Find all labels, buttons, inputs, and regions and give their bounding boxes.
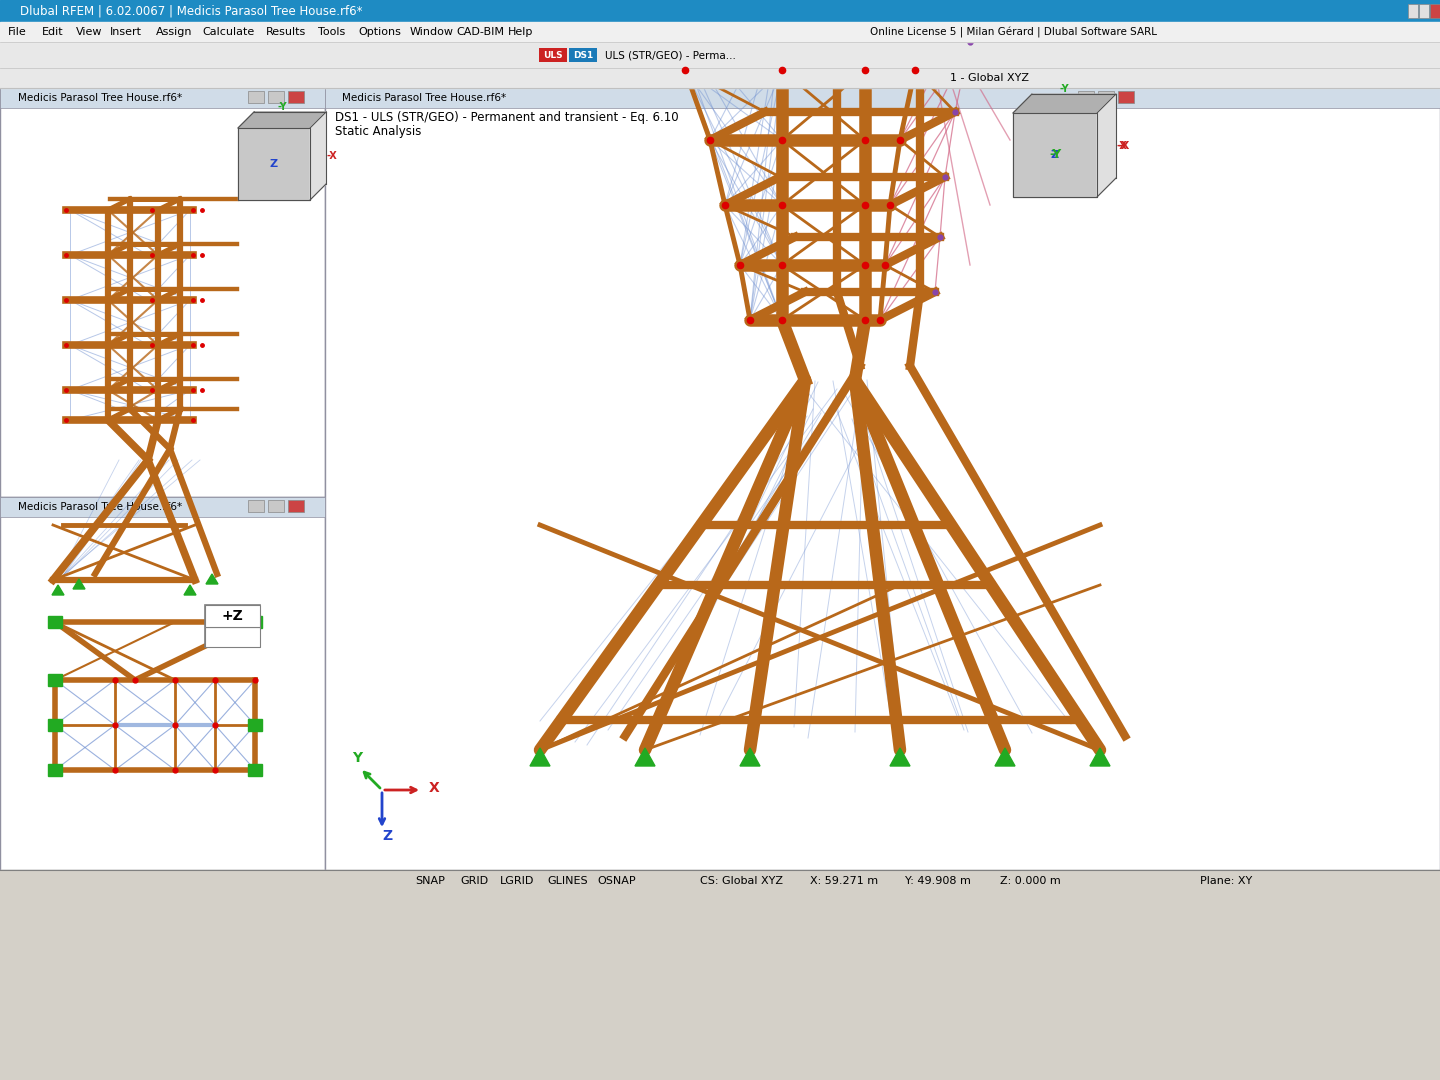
Bar: [204, 605, 261, 627]
Text: -X: -X: [1116, 141, 1128, 151]
Text: 1 - Global XYZ: 1 - Global XYZ: [950, 73, 1030, 83]
Text: LGRID: LGRID: [500, 876, 534, 886]
Polygon shape: [206, 573, 217, 584]
Polygon shape: [73, 579, 85, 589]
Bar: [48, 719, 62, 731]
Polygon shape: [310, 112, 327, 200]
Bar: [248, 500, 264, 512]
Text: CAD-BIM: CAD-BIM: [456, 27, 504, 37]
Text: ULS (STR/GEO) - Perma...: ULS (STR/GEO) - Perma...: [605, 50, 736, 60]
Bar: [325, 87, 1440, 870]
Bar: [248, 719, 262, 731]
Bar: [0, 0, 1440, 22]
Text: +Z: +Z: [222, 609, 243, 623]
Text: Window: Window: [410, 27, 454, 37]
Bar: [569, 48, 598, 62]
Text: Help: Help: [508, 27, 533, 37]
Text: View: View: [76, 27, 102, 37]
Text: -Y: -Y: [276, 102, 287, 112]
Bar: [0, 22, 1440, 42]
Bar: [204, 627, 261, 647]
Text: File: File: [9, 27, 27, 37]
Text: GRID: GRID: [459, 876, 488, 886]
Polygon shape: [995, 748, 1015, 766]
Bar: [48, 764, 62, 777]
Bar: [1418, 4, 1428, 18]
Bar: [0, 42, 1440, 68]
Text: Online License 5 | Milan Gérard | Dlubal Software SARL: Online License 5 | Milan Gérard | Dlubal…: [870, 27, 1156, 38]
Polygon shape: [52, 585, 63, 595]
Text: Assign: Assign: [156, 27, 193, 37]
Text: -X: -X: [327, 151, 337, 161]
Text: Medicis Parasol Tree House.rf6*: Medicis Parasol Tree House.rf6*: [17, 502, 181, 512]
Bar: [248, 91, 264, 103]
Text: Plane: XY: Plane: XY: [1200, 876, 1253, 886]
Polygon shape: [740, 748, 760, 766]
Bar: [0, 68, 1440, 87]
Text: -Y: -Y: [1048, 148, 1061, 162]
Text: X: 59.271 m: X: 59.271 m: [809, 876, 878, 886]
Text: Z: Z: [382, 829, 392, 843]
Bar: [0, 497, 325, 517]
Polygon shape: [238, 129, 310, 200]
Bar: [248, 764, 262, 777]
Bar: [1099, 91, 1115, 103]
Text: Z: 0.000 m: Z: 0.000 m: [999, 876, 1061, 886]
Bar: [0, 870, 1440, 892]
Text: Z: Z: [269, 159, 278, 168]
Polygon shape: [238, 112, 327, 129]
Text: Results: Results: [266, 27, 307, 37]
Bar: [1430, 4, 1440, 18]
Text: Dlubal RFEM | 6.02.0067 | Medicis Parasol Tree House.rf6*: Dlubal RFEM | 6.02.0067 | Medicis Paraso…: [20, 4, 363, 17]
Bar: [325, 87, 1440, 108]
Text: Edit: Edit: [42, 27, 63, 37]
Text: Insert: Insert: [109, 27, 143, 37]
Polygon shape: [530, 748, 550, 766]
Text: Tools: Tools: [318, 27, 346, 37]
Bar: [288, 500, 304, 512]
Text: Z: Z: [1051, 150, 1058, 160]
Polygon shape: [1012, 113, 1097, 197]
Bar: [288, 91, 304, 103]
Polygon shape: [890, 748, 910, 766]
Text: Calculate: Calculate: [202, 27, 255, 37]
Bar: [1117, 91, 1135, 103]
Text: -Y: -Y: [1060, 84, 1068, 94]
Bar: [0, 87, 325, 497]
Text: OSNAP: OSNAP: [598, 876, 635, 886]
Polygon shape: [635, 748, 655, 766]
Bar: [1408, 4, 1418, 18]
Text: -X: -X: [1117, 141, 1130, 151]
Bar: [0, 87, 325, 108]
Text: ULS: ULS: [543, 51, 563, 59]
Bar: [268, 500, 284, 512]
Bar: [248, 616, 262, 627]
Bar: [268, 91, 284, 103]
Text: DS1: DS1: [573, 51, 593, 59]
Text: SNAP: SNAP: [415, 876, 445, 886]
Text: Medicis Parasol Tree House.rf6*: Medicis Parasol Tree House.rf6*: [17, 93, 181, 103]
Text: GLINES: GLINES: [547, 876, 588, 886]
Bar: [48, 674, 62, 686]
Polygon shape: [184, 585, 196, 595]
Text: CS: Global XYZ: CS: Global XYZ: [700, 876, 783, 886]
Bar: [539, 48, 567, 62]
Bar: [48, 616, 62, 627]
Text: Options: Options: [359, 27, 400, 37]
Text: Y: 49.908 m: Y: 49.908 m: [904, 876, 971, 886]
Text: Static Analysis: Static Analysis: [336, 125, 422, 138]
Text: X: X: [429, 781, 439, 795]
Bar: [1079, 91, 1094, 103]
Text: DS1 - ULS (STR/GEO) - Permanent and transient - Eq. 6.10: DS1 - ULS (STR/GEO) - Permanent and tran…: [336, 110, 678, 123]
Text: Y: Y: [351, 751, 361, 765]
Bar: [204, 605, 261, 647]
Polygon shape: [1090, 748, 1110, 766]
Polygon shape: [1097, 94, 1116, 197]
Bar: [0, 497, 325, 870]
Polygon shape: [1012, 94, 1116, 113]
Text: Medicis Parasol Tree House.rf6*: Medicis Parasol Tree House.rf6*: [343, 93, 505, 103]
